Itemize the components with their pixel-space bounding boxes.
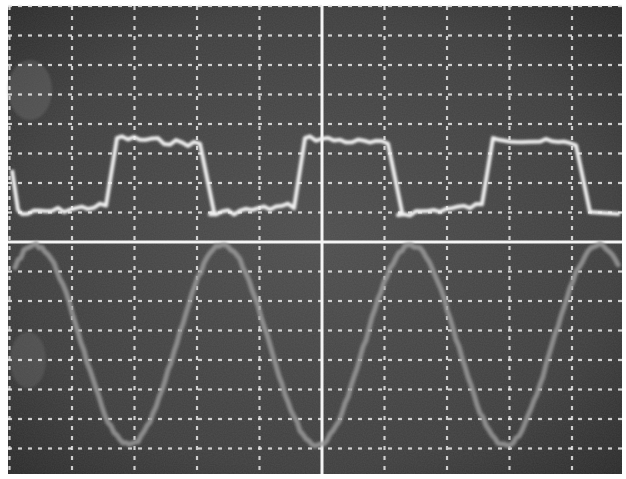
glare-spot (8, 60, 52, 120)
